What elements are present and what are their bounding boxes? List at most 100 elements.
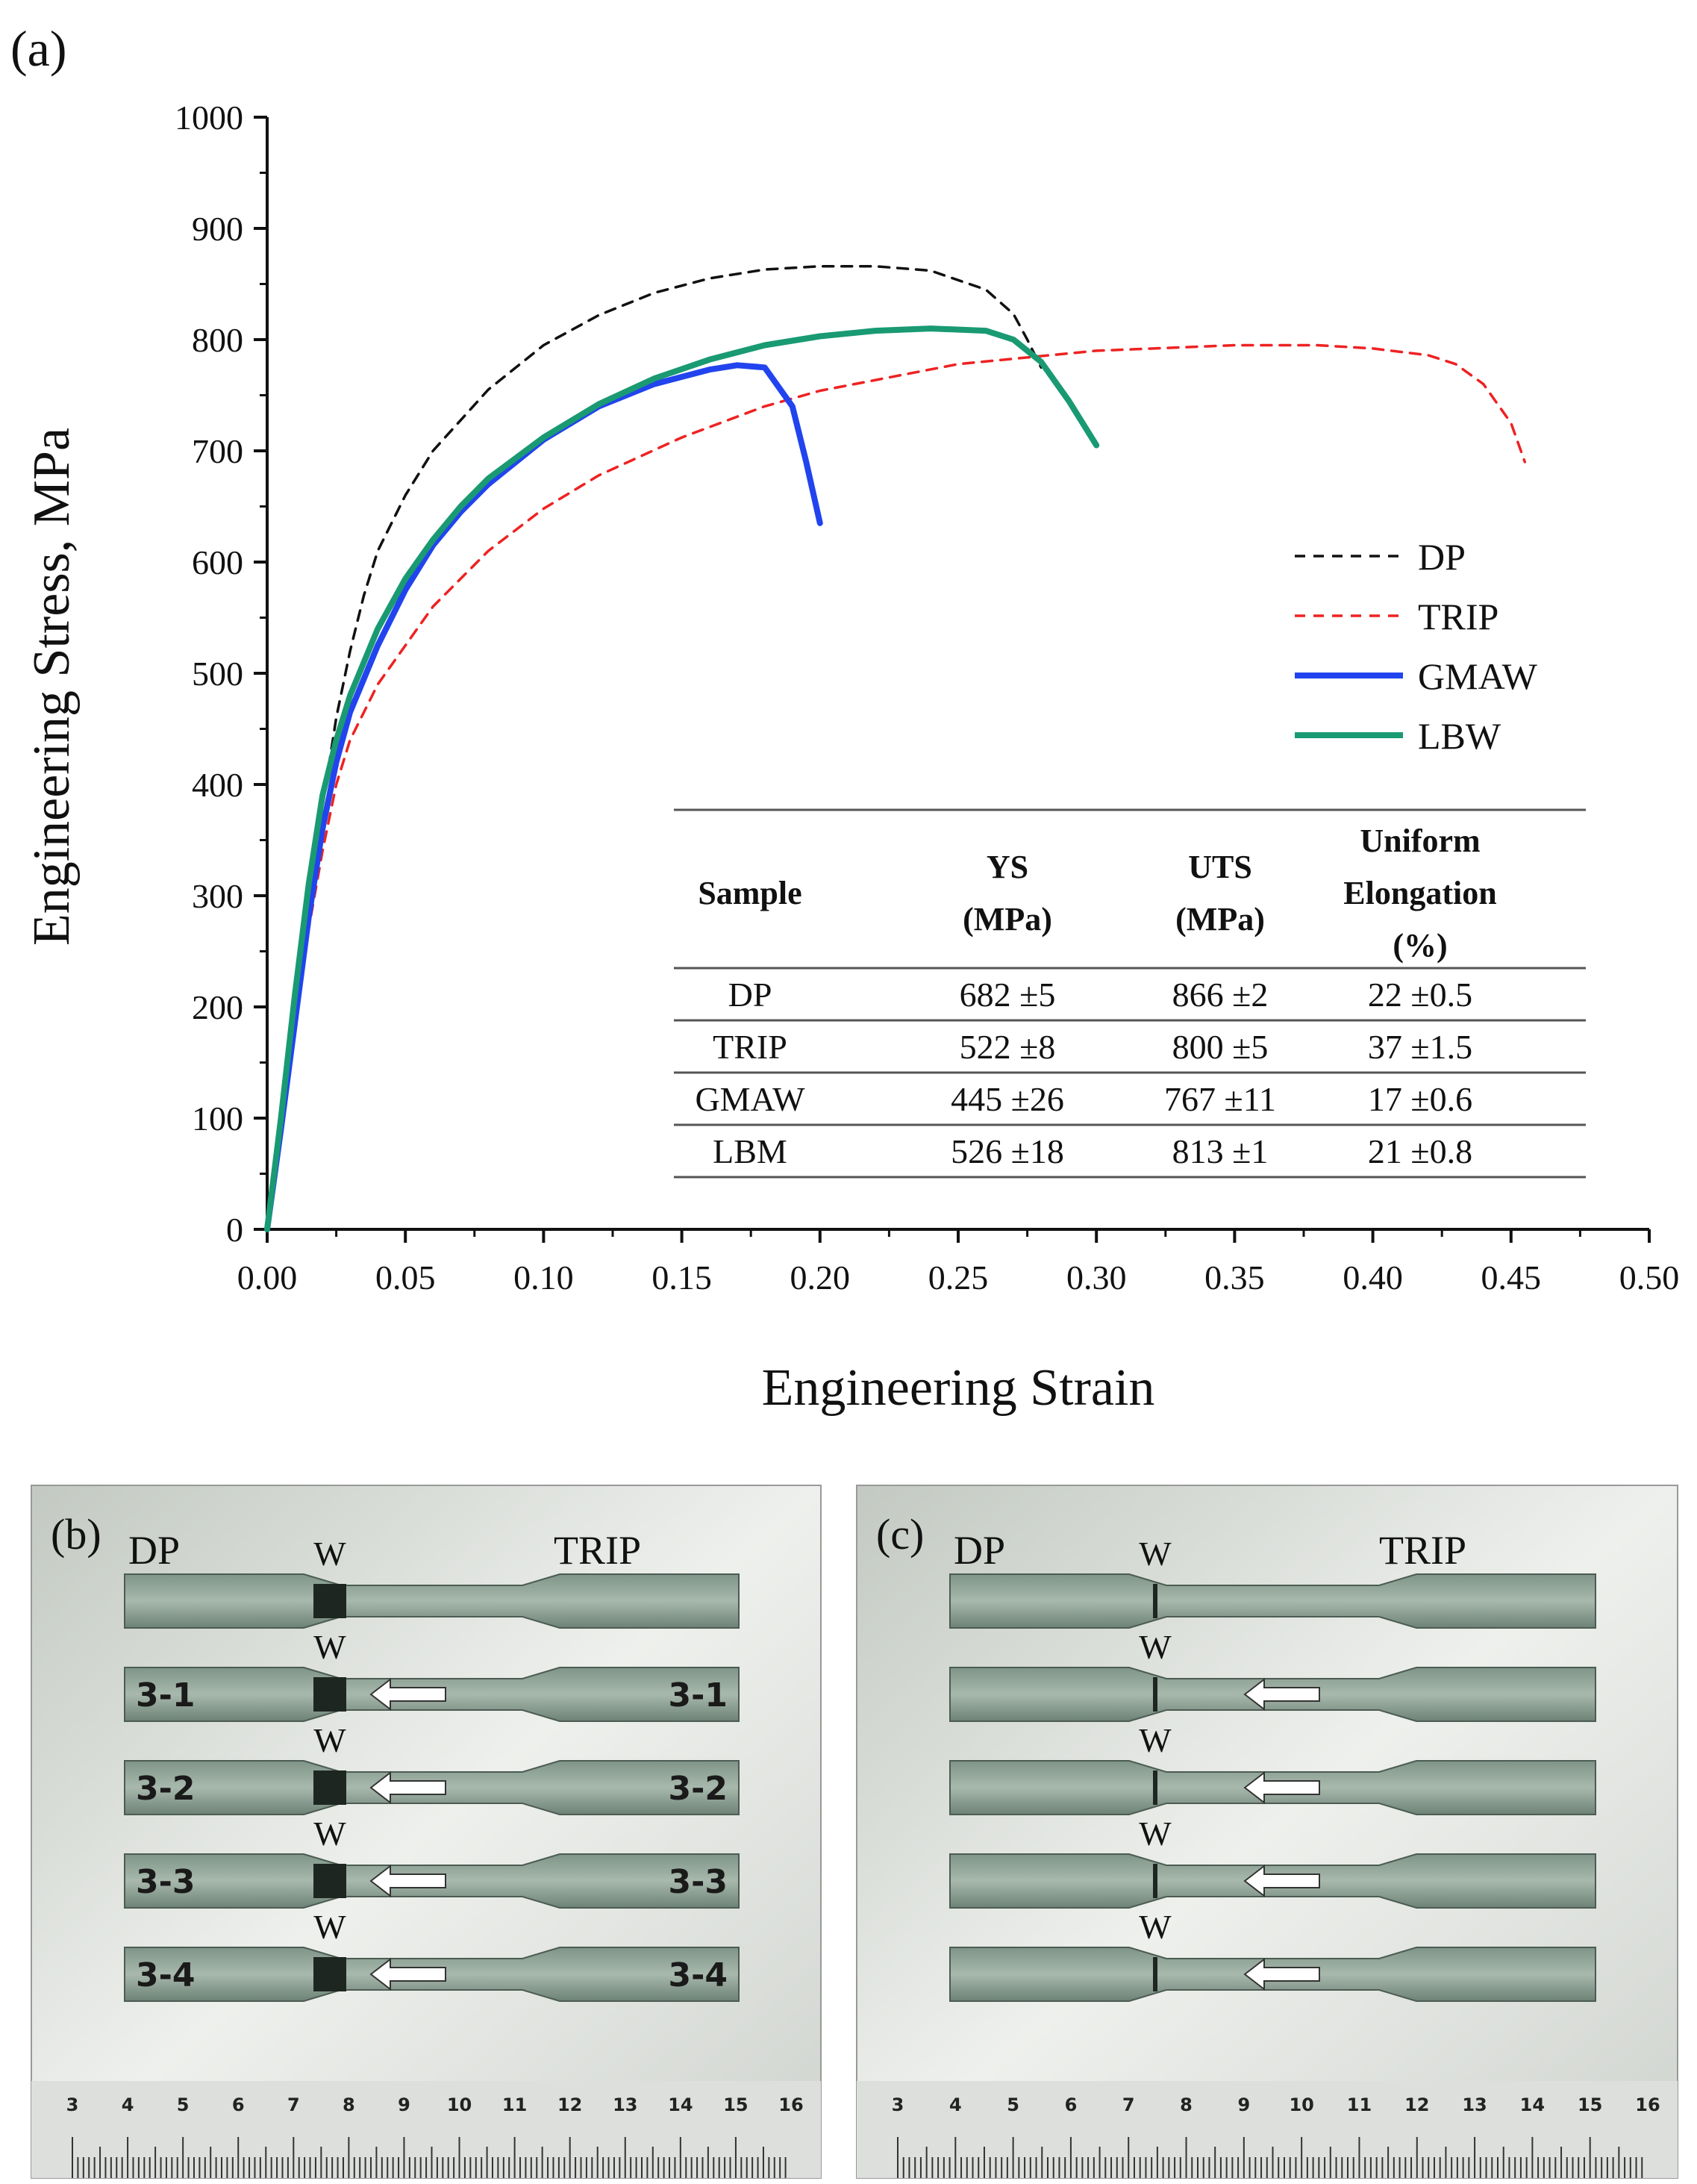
table-cell: 22 ±0.5 (1368, 976, 1472, 1014)
dp-side-label: DP (128, 1528, 180, 1573)
ruler-number: 12 (557, 2094, 582, 2115)
ruler-number: 15 (1578, 2094, 1602, 2115)
table-header-cell: (MPa) (963, 901, 1052, 937)
y-tick-label: 500 (192, 655, 243, 693)
table-header-cell: YS (987, 849, 1028, 885)
table-cell: 522 ±8 (960, 1028, 1056, 1066)
weld-zone (313, 1770, 346, 1805)
legend-label-dp: DP (1418, 536, 1466, 578)
specimen-left-mark: 3-4 (136, 1956, 196, 1994)
x-axis-title: Engineering Strain (762, 1359, 1155, 1417)
weld-zone (313, 1584, 346, 1618)
table-cell: GMAW (695, 1080, 805, 1118)
photo-panel-c: (c) DP TRIP W W W W W 3 4 5 6 7 8 9 10 11 12 13 14 15 16 (856, 1485, 1678, 2179)
table-header-cell: Sample (698, 875, 801, 911)
ruler-number: 16 (1635, 2094, 1660, 2115)
ruler-number: 3 (66, 2094, 79, 2115)
ruler-number: 7 (287, 2094, 300, 2115)
weld-zone (313, 1677, 346, 1712)
x-tick-label: 0.45 (1481, 1258, 1542, 1297)
y-tick-label: 300 (192, 877, 243, 915)
y-tick-label: 100 (192, 1099, 243, 1138)
weld-zone (1153, 1770, 1157, 1805)
legend-label-lbw: LBW (1418, 715, 1501, 757)
photo-panel-b: (b) DP TRIP W W 3-1 3-1 W 3-2 3-2 W 3-3 3-3 W 3-4 3-4 3 4… (31, 1485, 822, 2179)
ruler-number: 15 (723, 2094, 748, 2115)
ruler-number: 7 (1122, 2094, 1135, 2115)
table-cell: 445 ±26 (951, 1080, 1064, 1118)
data-series (264, 264, 1527, 1232)
series-line-gmaw (264, 362, 823, 1232)
y-axis-title: Engineering Stress, MPa (23, 428, 81, 946)
weld-label: W (1139, 1815, 1172, 1853)
panel-a-label: (a) (10, 20, 66, 77)
table-cell: 37 ±1.5 (1368, 1028, 1472, 1066)
weld-zone (313, 1864, 346, 1898)
x-tick-label: 0.00 (237, 1258, 298, 1297)
fracture-arrow (369, 1864, 446, 1898)
weld-label: W (313, 1628, 346, 1666)
weld-zone (1153, 1677, 1157, 1712)
y-tick-label: 1000 (175, 99, 243, 137)
table-header-cell: (MPa) (1175, 901, 1265, 937)
ruler-number: 8 (343, 2094, 355, 2115)
trip-side-label: TRIP (1379, 1528, 1466, 1573)
series-line-dp (266, 264, 1043, 1231)
y-tick-label: 800 (192, 321, 243, 359)
specimen-left-mark: 3-2 (136, 1770, 196, 1808)
table-cell: TRIP (713, 1028, 787, 1066)
weld-label: W (313, 1721, 346, 1759)
table-cell: 767 ±11 (1164, 1080, 1276, 1118)
table-cell: DP (728, 976, 772, 1014)
y-tick-label: 900 (192, 210, 243, 248)
specimen-left-mark: 3-3 (136, 1863, 196, 1901)
ruler-number: 3 (892, 2094, 904, 2115)
table-cell: 682 ±5 (960, 976, 1056, 1014)
x-tick-label: 0.05 (375, 1258, 436, 1297)
x-tick-label: 0.50 (1619, 1258, 1680, 1297)
panel-label: (b) (51, 1510, 101, 1559)
ruler-number: 12 (1404, 2094, 1429, 2115)
table-cell: 866 ±2 (1172, 976, 1269, 1014)
weld-label: W (1139, 1628, 1172, 1666)
ruler-number: 8 (1180, 2094, 1193, 2115)
legend-label-gmaw: GMAW (1418, 655, 1538, 697)
weld-zone (313, 1957, 346, 1991)
table-header-cell: Elongation (1343, 875, 1496, 911)
weld-label: W (1139, 1908, 1172, 1946)
fracture-arrow (1243, 1864, 1320, 1898)
fracture-arrow (1243, 1677, 1320, 1712)
table-cell: 21 ±0.8 (1368, 1132, 1472, 1170)
weld-label: W (1139, 1721, 1172, 1759)
y-tick-label: 400 (192, 766, 243, 804)
weld-label: W (313, 1535, 346, 1573)
table-header-cell: (%) (1393, 927, 1447, 964)
ruler-number: 10 (447, 2094, 472, 2115)
ruler-number: 9 (1237, 2094, 1250, 2115)
panel-label: (c) (876, 1510, 924, 1559)
ruler-number: 9 (398, 2094, 410, 2115)
x-tick-label: 0.40 (1343, 1258, 1403, 1297)
ruler-number: 14 (668, 2094, 693, 2115)
ruler-number: 6 (1065, 2094, 1078, 2115)
ruler-number: 14 (1520, 2094, 1545, 2115)
fracture-arrow (1243, 1770, 1320, 1805)
x-tick-label: 0.10 (513, 1258, 574, 1297)
weld-zone (1153, 1864, 1157, 1898)
fracture-arrow (1243, 1957, 1320, 1991)
table-cell: 17 ±0.6 (1368, 1080, 1472, 1118)
y-axis-ticks: 0 100 200 300 400 500 600 700 800 900 1000 (175, 99, 267, 1249)
series-line-trip (266, 343, 1527, 1231)
ruler-number: 6 (232, 2094, 245, 2115)
fracture-arrow (369, 1957, 446, 1991)
specimen-right-mark: 3-4 (669, 1956, 728, 1994)
fracture-arrow (369, 1770, 446, 1805)
table-cell: 813 ±1 (1172, 1132, 1269, 1170)
table-header-cell: UTS (1188, 849, 1252, 885)
ruler-number: 11 (1347, 2094, 1372, 2115)
x-tick-label: 0.30 (1066, 1258, 1127, 1297)
specimen-right-mark: 3-3 (669, 1863, 728, 1901)
properties-table: Sample YS (MPa) UTS (MPa) Uniform Elongation (%… (674, 808, 1586, 1179)
weld-zone (1153, 1957, 1157, 1991)
